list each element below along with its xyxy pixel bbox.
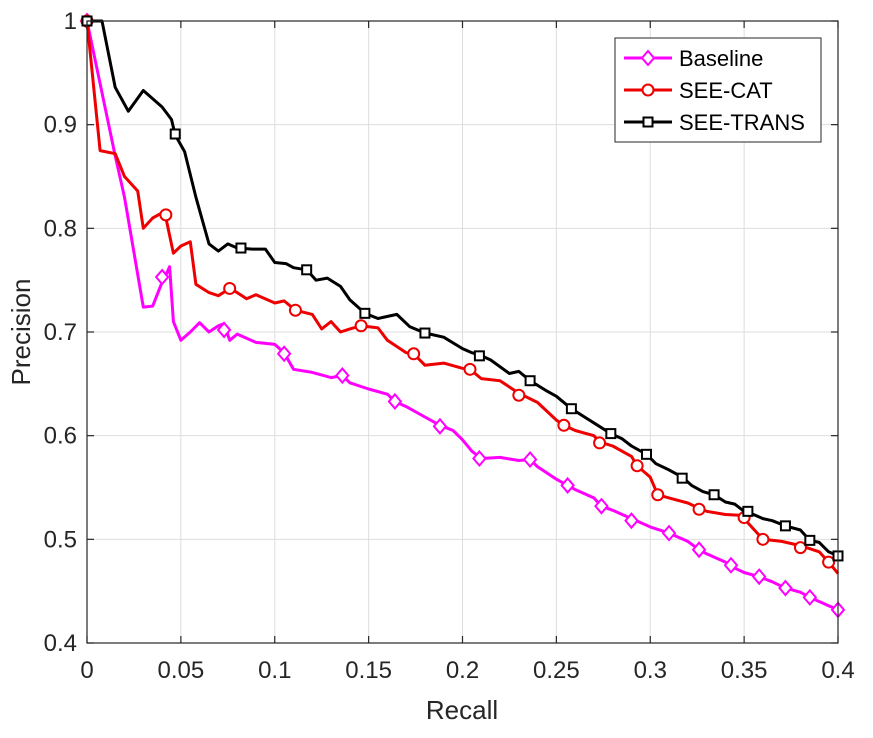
data-point-see-cat (692, 502, 706, 516)
data-point-see-cat (822, 555, 836, 569)
data-point-see-trans (676, 472, 688, 484)
series-see-trans (81, 15, 844, 562)
data-point-see-cat (651, 488, 665, 502)
data-point-see-cat (463, 362, 477, 376)
x-tick-label: 0.1 (258, 657, 291, 684)
legend-see-cat-marker (641, 83, 655, 97)
data-point-baseline (691, 541, 707, 559)
x-tick-label: 0.35 (721, 657, 768, 684)
x-tick-label: 0.15 (345, 657, 392, 684)
data-point-see-trans (565, 403, 577, 415)
y-tick-label: 0.4 (44, 630, 77, 657)
series-line-see-trans (87, 19, 839, 558)
data-point-baseline (661, 524, 677, 542)
legend-see-cat-label: SEE-CAT (679, 78, 773, 103)
data-point-see-trans (640, 448, 652, 460)
y-tick-label: 0.8 (44, 215, 77, 242)
data-point-baseline (802, 588, 818, 606)
x-tick-label: 0.25 (533, 657, 580, 684)
legend-baseline-marker (640, 49, 656, 67)
x-tick-label: 0.3 (634, 657, 667, 684)
data-point-see-cat (512, 388, 526, 402)
data-point-see-cat (793, 541, 807, 555)
data-point-see-trans (605, 428, 617, 440)
data-point-baseline (723, 556, 739, 574)
x-tick-label: 0.4 (821, 657, 854, 684)
data-point-baseline (432, 417, 448, 435)
data-point-see-cat (557, 418, 571, 432)
data-point-baseline (472, 449, 487, 468)
data-point-see-cat (407, 347, 421, 361)
data-point-baseline (335, 367, 350, 385)
axis-ticks: 0 0.05 0.1 0.15 0.2 0.25 0.3 0.35 0.4 0.4 0.5 0.6 0.… (44, 8, 855, 684)
data-point-see-cat (756, 532, 770, 546)
data-point-see-trans (708, 489, 720, 501)
legend-see-trans-marker (642, 116, 654, 128)
data-point-see-cat (223, 281, 237, 295)
data-point-see-cat (630, 459, 644, 473)
data-point-baseline (387, 392, 403, 410)
y-tick-label: 1 (64, 8, 77, 35)
data-point-see-trans (524, 375, 536, 387)
data-point-see-trans (742, 505, 754, 517)
data-point-see-trans (359, 307, 371, 319)
y-tick-label: 0.6 (44, 423, 77, 450)
legend-see-trans-label: SEE-TRANS (679, 110, 805, 135)
data-point-see-cat (288, 303, 302, 317)
x-axis-label: Recall (426, 695, 498, 725)
x-tick-label: 0 (80, 657, 93, 684)
y-tick-label: 0.9 (44, 112, 77, 139)
data-point-baseline (778, 579, 793, 597)
y-tick-label: 0.7 (44, 319, 77, 346)
data-point-see-trans (419, 327, 431, 339)
data-point-baseline (751, 568, 767, 586)
legend: Baseline SEE-CAT SEE-TRANS (614, 37, 822, 143)
data-point-see-trans (779, 520, 791, 532)
data-point-see-cat (354, 319, 368, 333)
legend-baseline-label: Baseline (679, 46, 763, 71)
x-tick-label: 0.2 (446, 657, 479, 684)
data-series (79, 12, 846, 619)
data-point-baseline (154, 268, 170, 286)
data-point-see-cat (159, 208, 173, 222)
data-point-see-trans (169, 128, 181, 140)
data-point-baseline (560, 476, 575, 494)
data-point-see-trans (301, 264, 313, 276)
data-point-see-trans (473, 350, 485, 362)
y-axis-label: Precision (6, 279, 36, 386)
data-point-see-trans (235, 242, 247, 254)
data-point-baseline (522, 450, 538, 469)
y-tick-label: 0.5 (44, 526, 77, 553)
x-tick-label: 0.05 (158, 657, 205, 684)
series-line-baseline (85, 20, 839, 612)
data-point-see-trans (804, 534, 816, 546)
data-point-baseline (594, 497, 609, 515)
data-point-see-cat (593, 436, 607, 450)
data-point-baseline (624, 512, 639, 530)
data-point-baseline (276, 345, 292, 363)
data-point-baseline (216, 321, 232, 339)
